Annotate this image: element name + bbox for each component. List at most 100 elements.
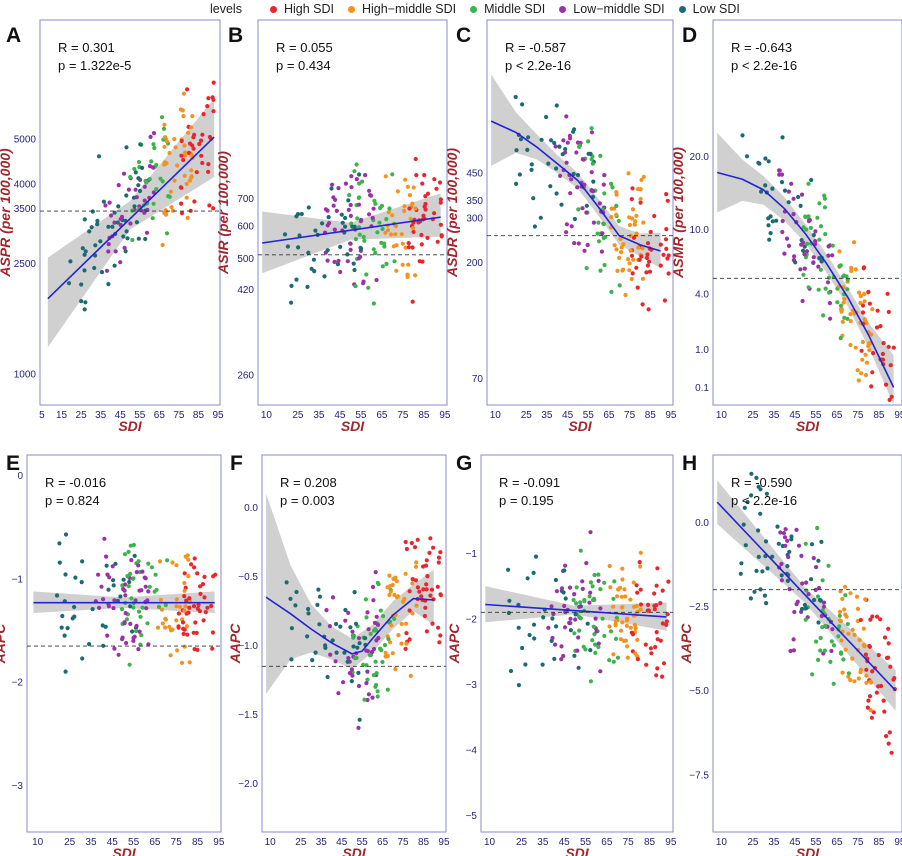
data-point [664,227,669,232]
data-point [198,138,204,143]
data-point [554,624,559,629]
data-point [132,166,137,172]
data-point [406,245,411,250]
data-point [334,208,339,213]
stat-label: R = 0.208 [280,475,337,490]
data-point [371,628,377,633]
data-point [336,186,341,191]
data-point [874,690,880,695]
data-point [410,245,415,250]
legend-item-low-middle: Low−middle SDI [559,2,665,16]
data-point [101,643,106,648]
data-point [407,608,412,613]
data-point [664,622,669,628]
x-tick-label: 75 [852,410,864,421]
data-point [357,195,362,200]
data-point [804,606,809,611]
data-point [572,592,577,597]
data-point [647,259,652,264]
data-point [129,596,134,601]
data-point [652,603,657,609]
data-point [796,543,802,548]
x-tick-label: 85 [418,410,430,421]
data-point [317,594,323,599]
data-point [311,257,316,262]
data-point [871,710,876,715]
data-point [325,248,330,253]
data-point [423,563,429,568]
x-tick-label: 55 [810,410,822,421]
data-point [325,208,330,213]
data-point [403,539,408,545]
data-point [143,236,148,242]
data-point [151,131,157,136]
data-point [63,669,68,674]
data-point [816,657,821,663]
data-point [575,185,580,190]
data-point [375,622,381,628]
data-point [861,265,867,270]
data-point [870,307,875,312]
data-point [580,206,585,211]
data-point [758,587,763,592]
data-point [854,594,860,599]
data-point [571,129,576,134]
data-point [804,580,809,585]
data-point [346,207,351,212]
data-point [813,229,818,234]
data-point [133,170,138,175]
data-point [867,301,873,306]
data-point [106,242,111,247]
data-point [343,607,348,613]
data-point [886,641,891,646]
data-point [148,134,153,139]
data-point [438,633,443,638]
data-point [118,260,123,265]
legend-item-middle: Middle SDI [470,2,545,16]
data-point [186,150,191,155]
data-point [634,265,639,270]
data-point [520,645,525,651]
data-point [68,259,73,264]
data-point [607,624,612,629]
panel-letter: C [456,24,471,47]
data-point [364,615,369,620]
x-tick-label: 55 [810,837,822,848]
data-point [884,382,889,387]
data-point [818,598,823,603]
data-point [423,194,428,199]
data-point [614,212,619,217]
data-point [95,222,100,227]
data-point [608,629,614,634]
data-point [157,559,163,564]
x-tick-label: 25 [76,410,88,421]
data-point [553,642,558,647]
data-point [65,626,70,631]
x-tick-label: 45 [107,837,119,848]
data-point [593,616,598,621]
data-point [611,596,616,601]
data-point [575,648,580,653]
data-point [828,316,833,321]
data-point [181,91,186,96]
data-point [192,199,197,204]
data-point [325,674,330,680]
data-point [858,300,863,306]
data-point [106,587,111,592]
data-point [362,697,367,702]
data-point [801,240,806,245]
data-point [373,201,378,206]
data-point [415,537,420,542]
data-point [80,656,85,661]
data-point [384,217,389,222]
data-point [349,174,354,179]
x-tick-label: 10 [261,410,273,421]
data-point [591,624,596,629]
data-point [615,594,620,599]
data-point [791,212,796,217]
data-point [136,236,141,241]
data-point [334,621,339,627]
data-point [413,578,418,583]
data-point [826,253,831,258]
data-point [136,159,142,165]
